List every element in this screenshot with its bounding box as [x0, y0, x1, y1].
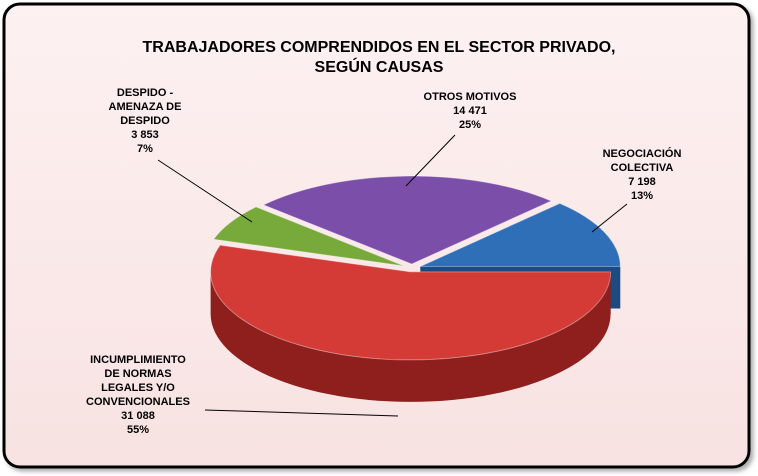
slice-side: [210, 271, 611, 402]
slice: [420, 202, 621, 267]
value-label: 3 853: [131, 129, 159, 141]
pie: [210, 175, 621, 402]
category-label: DESPIDO -: [117, 87, 174, 99]
value-label: 14 471: [453, 105, 487, 117]
slice: [210, 244, 612, 361]
chart-title: SEGÚN CAUSAS: [315, 57, 444, 76]
category-label: NEGOCIACIÓN: [603, 147, 682, 160]
slice: [212, 206, 405, 267]
chart-title: TRABAJADORES COMPRENDIDOS EN EL SECTOR P…: [143, 39, 616, 56]
value-label: 31 088: [121, 410, 155, 422]
leader-line: [405, 134, 456, 187]
category-label: OTROS MOTIVOS: [424, 91, 517, 103]
category-label: AMENAZA DE: [109, 101, 182, 113]
leader-line: [157, 159, 253, 223]
leader-line: [591, 203, 628, 233]
percentage-label: 55%: [127, 424, 149, 436]
category-label: DE NORMAS: [104, 368, 171, 380]
slice: [262, 175, 553, 265]
category-label: COLECTIVA: [611, 162, 674, 174]
labels: NEGOCIACIÓN COLECTIVA 7 198 13% OTROS MOTIVO…: [86, 87, 681, 436]
percentage-label: 13%: [631, 190, 653, 202]
leader-line: [204, 409, 399, 417]
percentage-label: 7%: [137, 143, 153, 155]
category-label: LEGALES Y/O: [101, 382, 175, 394]
category-label: INCUMPLIMIENTO: [90, 354, 186, 366]
percentage-label: 25%: [459, 119, 481, 131]
category-label: CONVENCIONALES: [86, 396, 190, 408]
category-label: DESPIDO: [120, 115, 170, 127]
value-label: 7 198: [628, 176, 656, 188]
